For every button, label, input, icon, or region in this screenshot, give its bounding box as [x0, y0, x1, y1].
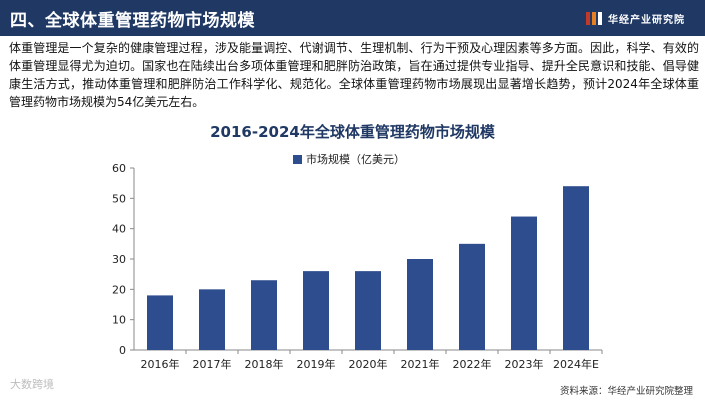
x-tick-label: 2024年E [553, 357, 599, 371]
y-tick-label: 40 [112, 223, 126, 236]
bar [563, 186, 589, 350]
brand-name: 华经产业研究院 [608, 15, 685, 26]
x-tick-label: 2018年 [245, 357, 284, 371]
bar [147, 295, 173, 350]
page-header: 四、全球体重管理药物市场规模 华经产业研究院 [0, 0, 705, 36]
brand: 华经产业研究院 [586, 11, 685, 26]
y-tick-label: 10 [112, 314, 126, 327]
x-tick-label: 2020年 [349, 357, 388, 371]
x-tick-label: 2016年 [141, 357, 180, 371]
brand-logo-icon [586, 12, 602, 25]
bar [199, 289, 225, 350]
y-tick-label: 30 [112, 253, 126, 266]
y-tick-label: 20 [112, 283, 126, 296]
intro-paragraph: 体重管理是一个复杂的健康管理过程，涉及能量调控、代谢调节、生理机制、行为干预及心… [9, 41, 699, 109]
legend-label: 市场规模（亿美元） [306, 153, 405, 166]
x-tick-label: 2021年 [401, 357, 440, 371]
legend-swatch [293, 154, 302, 164]
page-title: 四、全球体重管理药物市场规模 [10, 11, 255, 31]
bar [511, 216, 537, 350]
x-tick-label: 2017年 [193, 357, 232, 371]
x-tick-label: 2019年 [297, 357, 336, 371]
y-tick-label: 50 [112, 192, 126, 205]
bar [407, 259, 433, 350]
bar [355, 271, 381, 350]
x-tick-label: 2022年 [453, 357, 492, 371]
source-note: 资料来源：华经产业研究院整理 [559, 386, 693, 397]
watermark-text: 大数跨境 [10, 378, 54, 391]
y-tick-label: 0 [119, 344, 126, 357]
y-tick-label: 60 [112, 162, 126, 175]
bar [251, 280, 277, 350]
x-tick-label: 2023年 [505, 357, 544, 371]
bar [459, 243, 485, 350]
bar [303, 271, 329, 350]
chart-title: 2016-2024年全球体重管理药物市场规模 [210, 123, 495, 141]
chart-legend: 市场规模（亿美元） [293, 151, 405, 167]
